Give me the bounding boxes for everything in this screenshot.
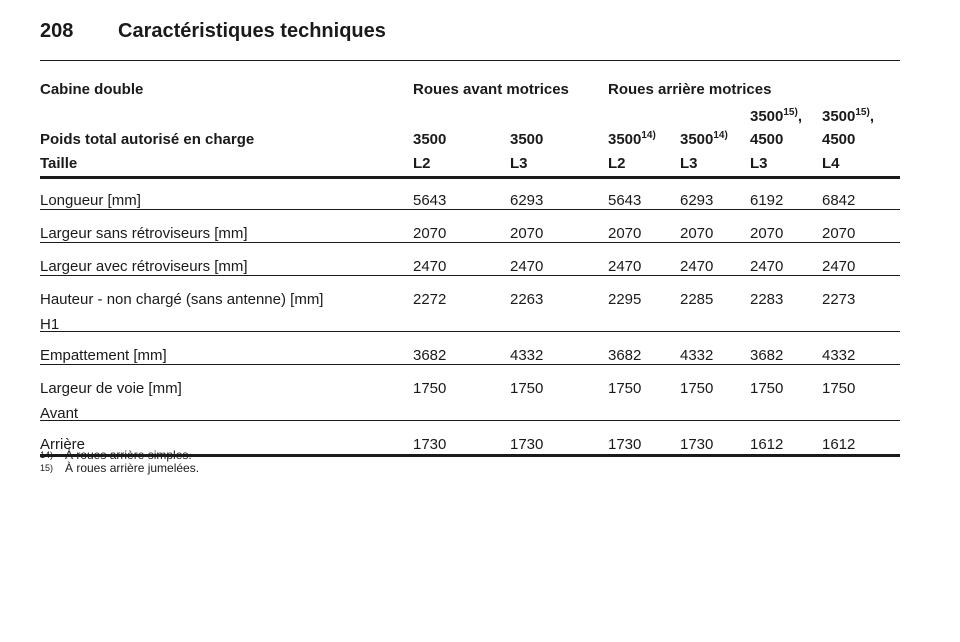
weight-cell: 350015),	[822, 108, 874, 126]
row-label: Largeur avec rétroviseurs [mm]	[40, 258, 248, 275]
cell-value: 1750	[822, 380, 856, 397]
cell-value: 1612	[750, 436, 784, 453]
group-header: Roues arrière motrices	[608, 81, 772, 98]
cell-value: 4332	[822, 347, 856, 364]
cell-value: 4500	[750, 131, 784, 148]
row-sublabel: H1	[40, 316, 60, 333]
footnote-text: À roues arrière jumelées.	[65, 461, 200, 475]
row-label: Longueur [mm]	[40, 192, 141, 209]
cell-value: 1730	[608, 436, 642, 453]
size-cell: L2	[608, 155, 626, 172]
cell-value: 6293	[680, 192, 714, 209]
table-rule	[40, 364, 900, 365]
cell-value: 3500	[413, 131, 447, 148]
group-header: Cabine double	[40, 81, 144, 98]
cell-value: 3500	[822, 108, 856, 125]
weight-cell: 3500	[510, 131, 543, 149]
separator: ,	[869, 108, 874, 125]
row-label: Largeur de voie [mm]	[40, 380, 182, 397]
row-sublabel: Avant	[40, 405, 79, 422]
cell-value: 2470	[680, 258, 714, 275]
size-cell: L3	[680, 155, 698, 172]
cell-value: 2285	[680, 291, 714, 308]
weight-cell: 350015),	[750, 108, 802, 126]
row-label: Largeur sans rétroviseurs [mm]	[40, 225, 248, 242]
table-rule	[40, 275, 900, 276]
weight-cell: 350014)	[680, 131, 728, 149]
cell-value: 2470	[822, 258, 856, 275]
row-label: Taille	[40, 155, 78, 172]
table-rule	[40, 454, 900, 457]
cell-value: 2470	[608, 258, 642, 275]
footnote-ref: 14)	[641, 130, 656, 141]
table-rule	[40, 242, 900, 243]
cell-value: 2470	[510, 258, 544, 275]
cell-value: 2295	[608, 291, 642, 308]
group-header: Roues avant motrices	[413, 81, 569, 98]
cell-value: 3500	[608, 131, 642, 148]
separator: ,	[797, 108, 802, 125]
cell-value: 1750	[510, 380, 544, 397]
cell-value: 6192	[750, 192, 784, 209]
cell-value: 4500	[822, 131, 856, 148]
cell-value: 2263	[510, 291, 544, 308]
cell-value: 2070	[680, 225, 714, 242]
weight-cell: 3500	[413, 131, 446, 149]
footnote-mark: 15)	[40, 463, 54, 473]
cell-value: 1750	[413, 380, 447, 397]
cell-value: 5643	[608, 192, 642, 209]
cell-value: 2272	[413, 291, 447, 308]
footnote-text: À roues arrière simples.	[65, 448, 192, 462]
cell-value: 3682	[413, 347, 447, 364]
cell-value: 4332	[680, 347, 714, 364]
table-rule	[40, 420, 900, 421]
weight-cell: 350014)	[608, 131, 656, 149]
footnote-ref: 15)	[855, 107, 870, 118]
cell-value: 3682	[608, 347, 642, 364]
cell-value: 6293	[510, 192, 544, 209]
row-label: Empattement [mm]	[40, 347, 167, 364]
footnote-ref: 14)	[713, 130, 728, 141]
table-rule	[40, 176, 900, 179]
size-cell: L4	[822, 155, 840, 172]
cell-value: 5643	[413, 192, 447, 209]
table-rule	[40, 331, 900, 332]
page-number: 208	[40, 20, 74, 42]
size-cell: L3	[750, 155, 768, 172]
cell-value: 2283	[750, 291, 784, 308]
footnote-ref: 15)	[783, 107, 798, 118]
cell-value: 3500	[680, 131, 714, 148]
cell-value: 2273	[822, 291, 856, 308]
cell-value: 3682	[750, 347, 784, 364]
cell-value: 2070	[510, 225, 544, 242]
cell-value: 2470	[750, 258, 784, 275]
cell-value: 2070	[750, 225, 784, 242]
cell-value: 1750	[750, 380, 784, 397]
page-title: Caractéristiques techniques	[118, 20, 386, 42]
size-cell: L2	[413, 155, 431, 172]
cell-value: 1750	[608, 380, 642, 397]
footnote-mark: 14)	[40, 450, 54, 460]
cell-value: 1612	[822, 436, 856, 453]
cell-value: 2070	[608, 225, 642, 242]
cell-value: 2070	[822, 225, 856, 242]
cell-value: 6842	[822, 192, 856, 209]
size-cell: L3	[510, 155, 528, 172]
cell-value: 3500	[750, 108, 784, 125]
cell-value: 4332	[510, 347, 544, 364]
cell-value: 3500	[510, 131, 544, 148]
cell-value: 1730	[413, 436, 447, 453]
cell-value: 1730	[510, 436, 544, 453]
cell-value: 1750	[680, 380, 714, 397]
cell-value: 2070	[413, 225, 447, 242]
table-rule	[40, 209, 900, 210]
header-rule	[40, 60, 900, 61]
row-label: Arrière	[40, 436, 86, 453]
row-label: Hauteur - non chargé (sans antenne) [mm]	[40, 291, 324, 308]
cell-value: 2470	[413, 258, 447, 275]
cell-value: 1730	[680, 436, 714, 453]
row-label: Poids total autorisé en charge	[40, 131, 255, 148]
